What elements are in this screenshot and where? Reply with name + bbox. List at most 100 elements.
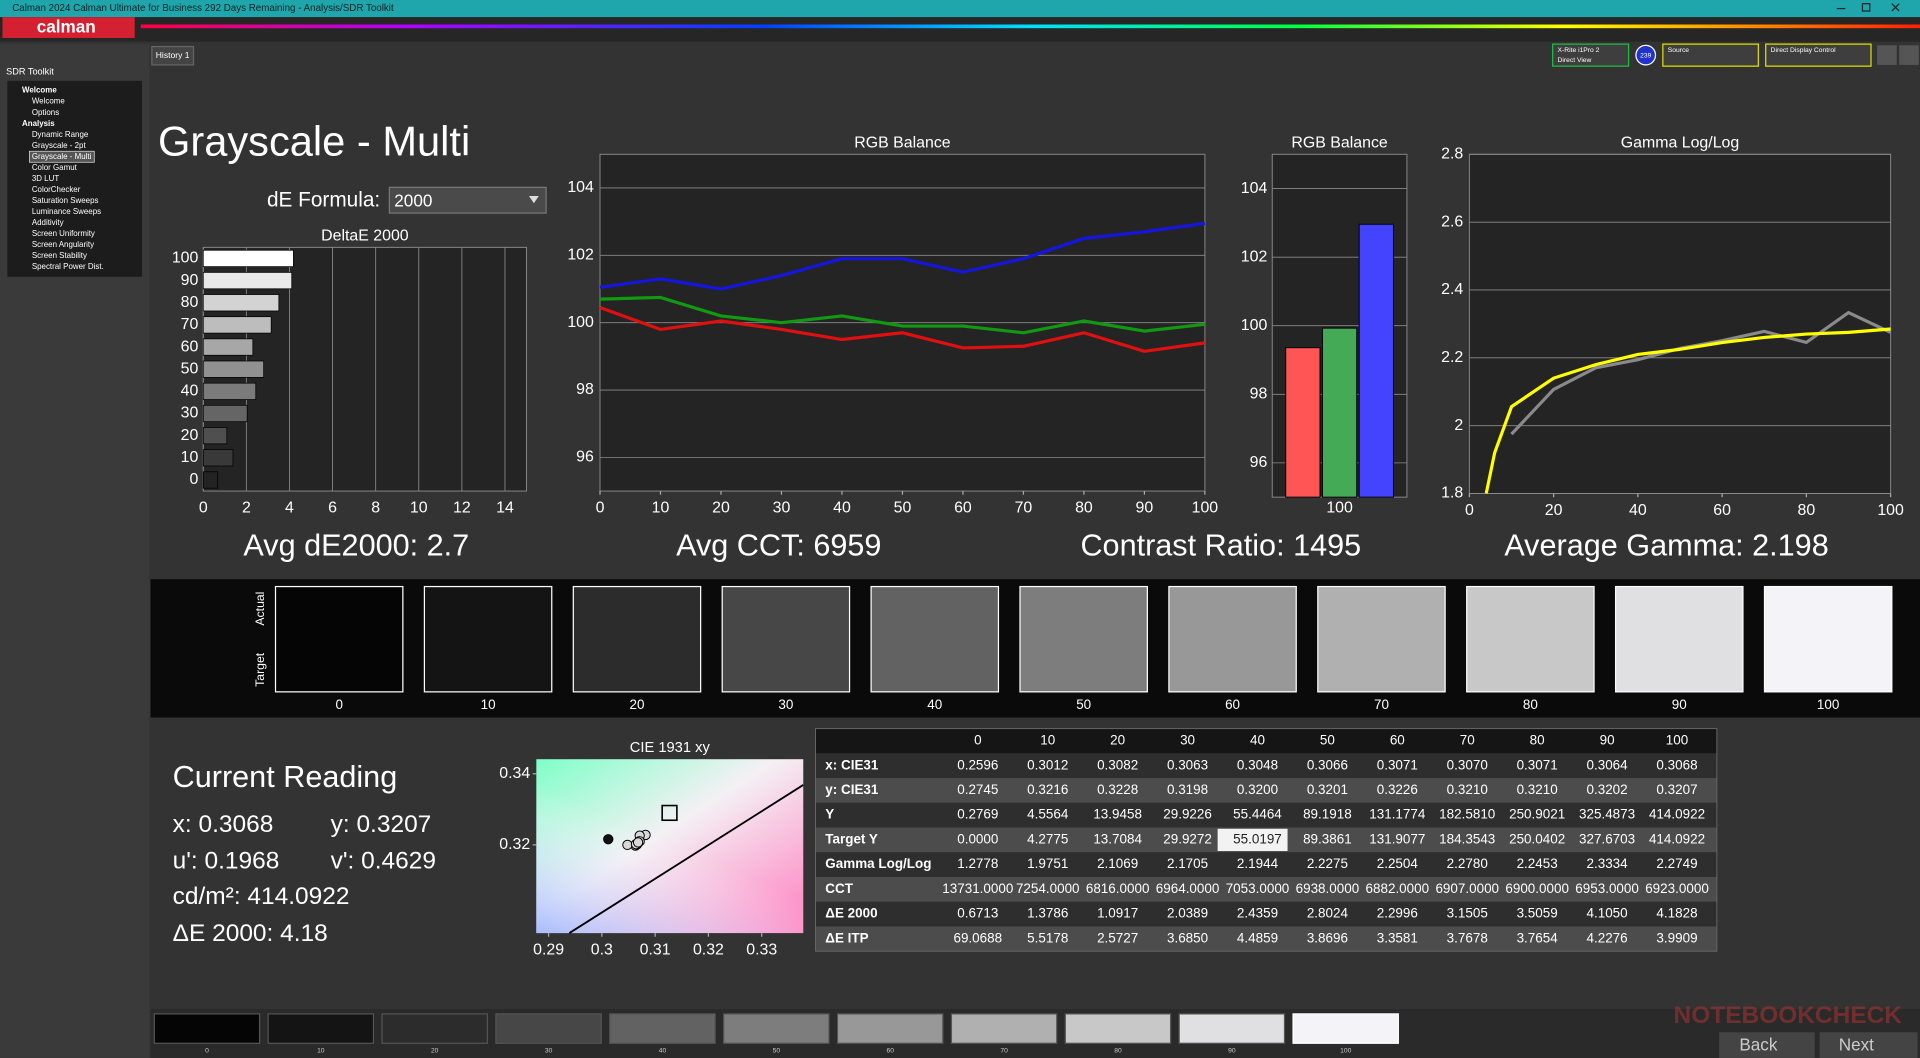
back-button[interactable] bbox=[1719, 1032, 1815, 1058]
table-cell-highlight bbox=[1217, 828, 1288, 852]
y-tick-label: 1.8 bbox=[1441, 485, 1463, 502]
table-cell: 0.3228 bbox=[1097, 782, 1138, 797]
target-label: Target bbox=[253, 652, 267, 687]
nav-item[interactable]: Grayscale - 2pt bbox=[32, 141, 87, 150]
bar bbox=[1285, 347, 1321, 498]
table-cell: 0.3068 bbox=[1656, 757, 1697, 772]
settings-button[interactable] bbox=[1877, 45, 1897, 65]
table-header: 70 bbox=[1460, 733, 1475, 748]
nav-item[interactable]: Options bbox=[32, 108, 59, 117]
point bbox=[622, 839, 633, 851]
meter-box[interactable] bbox=[1552, 43, 1630, 67]
y-tick-label: 40 bbox=[181, 383, 199, 400]
display-box[interactable] bbox=[1765, 43, 1872, 67]
footer-swatch[interactable] bbox=[1064, 1013, 1172, 1044]
page-title: Grayscale - Multi bbox=[158, 118, 470, 165]
table-cell: 2.2453 bbox=[1517, 856, 1558, 871]
table-header: 80 bbox=[1530, 733, 1545, 748]
footer-swatch[interactable] bbox=[153, 1013, 261, 1044]
nav-item[interactable]: Screen Angularity bbox=[32, 240, 94, 249]
nav-item[interactable]: Color Gamut bbox=[32, 163, 78, 172]
formula-dropdown[interactable] bbox=[388, 186, 547, 214]
table-row-bg bbox=[815, 877, 1717, 902]
table-cell: 1.3786 bbox=[1027, 906, 1068, 921]
y-tick-label: 102 bbox=[567, 247, 594, 264]
nav-item[interactable]: Luminance Sweeps bbox=[32, 207, 101, 216]
table-cell: 0.3063 bbox=[1167, 757, 1208, 772]
footer-swatch[interactable] bbox=[1292, 1013, 1399, 1044]
toolbar bbox=[0, 17, 1920, 42]
plot-area bbox=[1468, 153, 1892, 494]
swatch-label: 10 bbox=[481, 697, 496, 712]
table-cell: 6964.0000 bbox=[1156, 881, 1220, 896]
title-bar bbox=[0, 0, 1920, 18]
nav-item[interactable]: Screen Uniformity bbox=[32, 229, 95, 238]
bar bbox=[202, 404, 248, 423]
x-tick-label: 40 bbox=[1629, 502, 1647, 519]
swatch-label: 70 bbox=[1374, 697, 1389, 712]
x-tick-label: 12 bbox=[453, 499, 471, 516]
footer-swatch[interactable] bbox=[609, 1013, 716, 1044]
swatch bbox=[274, 585, 404, 693]
footer-swatch[interactable] bbox=[836, 1013, 944, 1044]
table-cell: 250.9021 bbox=[1509, 807, 1565, 822]
table-cell: 0.3082 bbox=[1097, 757, 1138, 772]
swatch bbox=[870, 585, 1000, 693]
y-tick-label: 96 bbox=[1250, 454, 1268, 471]
table-header: 10 bbox=[1040, 733, 1055, 748]
x-tick-label: 6 bbox=[328, 499, 337, 516]
x-tick-label: 20 bbox=[712, 499, 730, 516]
footer-swatch[interactable] bbox=[381, 1013, 488, 1044]
nav-item[interactable]: Screen Stability bbox=[32, 251, 87, 260]
footer-swatch[interactable] bbox=[723, 1013, 830, 1044]
tab[interactable] bbox=[151, 45, 195, 66]
footer-swatch[interactable] bbox=[267, 1013, 375, 1044]
table-cell: 327.6703 bbox=[1579, 831, 1635, 846]
badge[interactable] bbox=[1635, 44, 1657, 66]
nav-item[interactable]: 3D LUT bbox=[32, 174, 59, 183]
table-header: 20 bbox=[1110, 733, 1125, 748]
table-cell: 4.4859 bbox=[1237, 930, 1278, 945]
reading-value: ΔE 2000: 4.18 bbox=[173, 920, 328, 947]
source-box[interactable] bbox=[1662, 43, 1759, 67]
bar bbox=[202, 449, 234, 467]
footer-swatch[interactable] bbox=[1178, 1013, 1286, 1044]
nav-item[interactable]: Saturation Sweeps bbox=[32, 196, 99, 205]
table-cell: 2.2780 bbox=[1447, 856, 1488, 871]
table-cell: 0.3226 bbox=[1377, 782, 1418, 797]
window-controls[interactable] bbox=[1836, 3, 1900, 12]
reading-value: cd/m²: 414.0922 bbox=[173, 883, 350, 910]
nav-item[interactable]: Additivity bbox=[32, 218, 64, 227]
logo-button[interactable] bbox=[2, 17, 135, 38]
meter-mode: Direct View bbox=[1558, 57, 1592, 64]
swatch-label: 50 bbox=[1076, 697, 1091, 712]
nav-item[interactable]: Welcome bbox=[32, 97, 66, 106]
y-tick-label: 2.4 bbox=[1441, 281, 1463, 298]
table-cell: 6923.0000 bbox=[1645, 881, 1709, 896]
table-cell: 6938.0000 bbox=[1296, 881, 1360, 896]
y-tick-label: 100 bbox=[1241, 317, 1268, 334]
table-header: 30 bbox=[1180, 733, 1195, 748]
nav-item[interactable]: Dynamic Range bbox=[32, 130, 89, 139]
nav-item[interactable]: Grayscale - Multi bbox=[32, 152, 92, 161]
nav-item[interactable]: ColorChecker bbox=[32, 185, 81, 194]
table-header: 60 bbox=[1390, 733, 1405, 748]
y-tick-label: 2.8 bbox=[1441, 146, 1463, 163]
nav-item[interactable]: Spectral Power Dist. bbox=[32, 262, 104, 271]
footer-swatch-label: 100 bbox=[1340, 1047, 1351, 1054]
table-cell: 55.4464 bbox=[1233, 807, 1282, 822]
footer-swatch[interactable] bbox=[495, 1013, 602, 1044]
footer-swatch[interactable] bbox=[950, 1013, 1058, 1044]
footer-swatch-label: 0 bbox=[205, 1047, 209, 1054]
x-tick-label: 14 bbox=[496, 499, 514, 516]
next-button[interactable] bbox=[1819, 1032, 1918, 1058]
footer-swatch-label: 70 bbox=[1000, 1047, 1008, 1054]
actual-label: Actual bbox=[253, 592, 267, 626]
bar bbox=[202, 249, 294, 268]
x-tick-label: 100 bbox=[1192, 499, 1219, 516]
table-cell: 0.3202 bbox=[1587, 782, 1628, 797]
table-cell: 2.5727 bbox=[1097, 930, 1138, 945]
y-tick-label: 50 bbox=[181, 360, 199, 377]
table-cell: 0.3198 bbox=[1167, 782, 1208, 797]
settings-button[interactable] bbox=[1899, 45, 1919, 65]
